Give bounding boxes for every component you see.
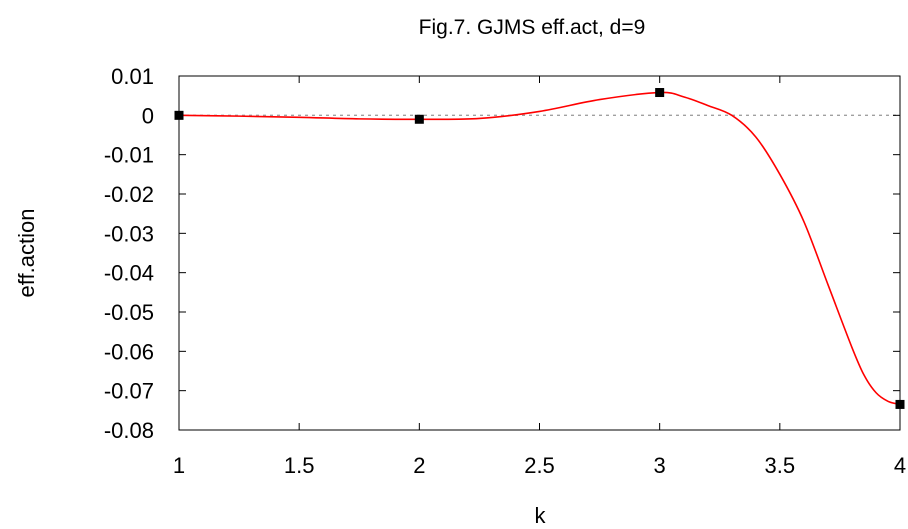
y-tick-label: 0 — [142, 103, 154, 128]
x-tick-label: 3.5 — [765, 453, 796, 478]
curve-layer — [178, 91, 901, 406]
data-point — [414, 114, 424, 124]
x-axis-label: k — [535, 503, 547, 528]
x-tick-label: 2 — [413, 453, 425, 478]
x-tick-label: 3 — [654, 453, 666, 478]
y-tick-label: -0.04 — [104, 261, 154, 286]
y-tick-label: -0.02 — [104, 182, 154, 207]
series-curve — [178, 91, 901, 406]
chart-title: Fig.7. GJMS eff.act, d=9 — [419, 16, 646, 39]
data-point — [895, 399, 905, 409]
data-point — [174, 110, 184, 120]
x-tick-label: 4 — [894, 453, 906, 478]
y-tick-label: -0.03 — [104, 221, 154, 246]
y-tick-label: -0.05 — [104, 300, 154, 325]
data-point — [655, 88, 665, 98]
x-tick-label: 2.5 — [524, 453, 555, 478]
points-layer — [174, 88, 905, 409]
y-tick-label: -0.06 — [104, 339, 154, 364]
plot-frame — [178, 75, 901, 431]
x-tick-label: 1.5 — [284, 453, 315, 478]
axis-ticks: 1 1.5 2 2.5 3 3.5 4 0.01 0 -0.01 -0.02 -0.03 -0.04 -0… — [104, 64, 906, 478]
y-axis-label: eff.action — [14, 209, 39, 298]
y-tick-label: -0.07 — [104, 379, 154, 404]
y-tick-label: -0.08 — [104, 418, 154, 443]
y-tick-label: -0.01 — [104, 143, 154, 168]
x-tick-label: 1 — [173, 453, 185, 478]
y-tick-label: 0.01 — [111, 64, 154, 89]
